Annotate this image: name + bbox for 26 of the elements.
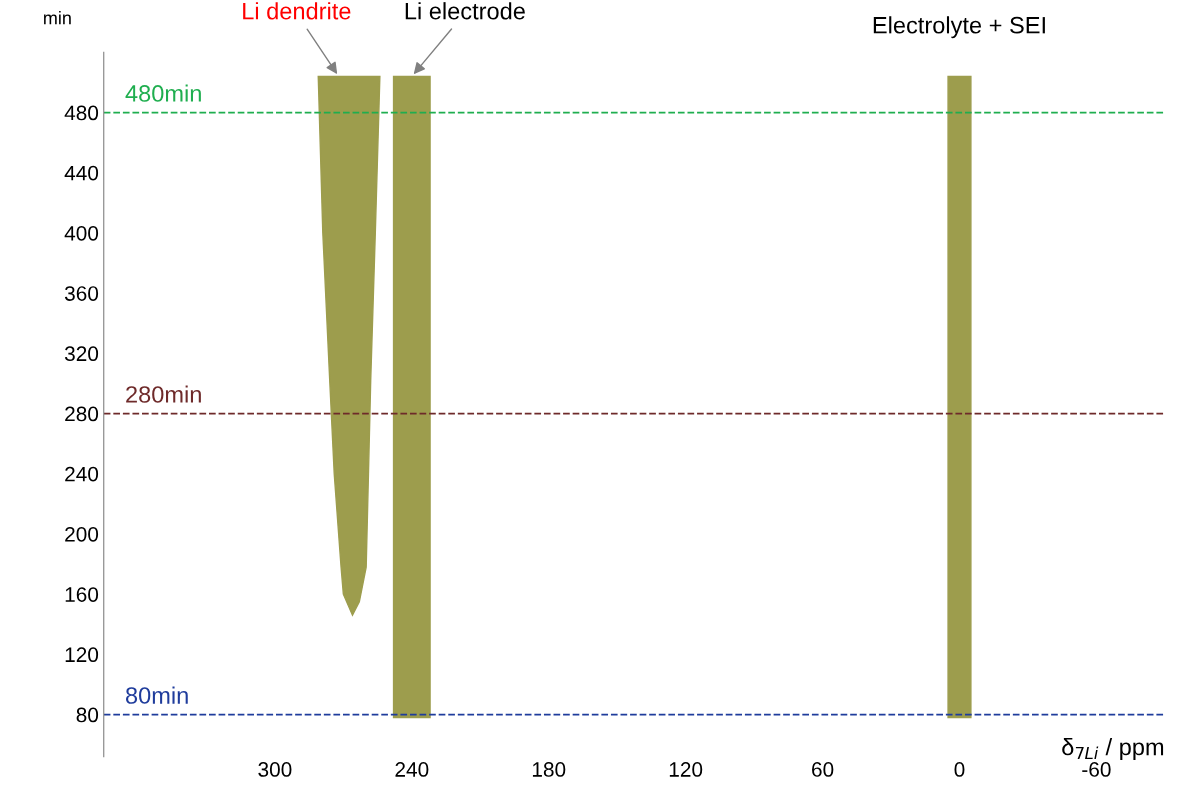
y-tick-label: 240 [65, 466, 99, 482]
y-tick-label: 360 [64, 286, 99, 301]
y-tick-label: 280 [65, 406, 99, 422]
x-tick-label: 300 [258, 762, 292, 777]
ref-line-label: 280min [126, 385, 201, 403]
text: Li dendrite [243, 2, 351, 20]
y-axis-title: min [44, 11, 71, 25]
ref-line-label: 80min [126, 686, 188, 704]
y-tick-label: 200 [65, 526, 99, 542]
text: Li electrode [405, 2, 525, 20]
x-tick-label: -60 [1082, 762, 1111, 777]
x-axis-title: δ$_{7Li}$ / ppm [1062, 738, 1164, 761]
y-tick-label: 160 [65, 587, 99, 602]
y-tick-label: 480 [64, 105, 99, 121]
y-tick-label: 120 [65, 647, 99, 663]
y-tick-label: 320 [64, 346, 99, 362]
ref-line-label: 480min [125, 84, 201, 102]
x-tick-label: 180 [532, 762, 566, 777]
y-tick-label: 80 [76, 707, 99, 723]
text: Electrolyte + SEI [873, 16, 1045, 39]
x-tick-label: 60 [812, 762, 834, 777]
y-tick-label: 440 [64, 165, 99, 181]
y-tick-label: 400 [64, 225, 99, 241]
x-tick-label: 240 [395, 762, 429, 777]
x-tick-label: 120 [669, 762, 703, 777]
x-tick-label: 0 [954, 762, 965, 777]
